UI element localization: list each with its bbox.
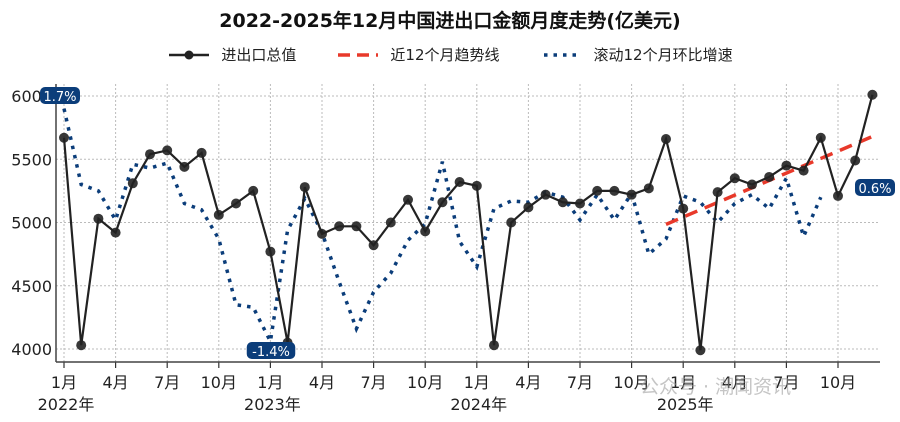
data-point bbox=[729, 173, 740, 184]
legend-label: 进出口总值 bbox=[221, 46, 297, 64]
data-point bbox=[815, 132, 826, 143]
data-point bbox=[540, 189, 551, 200]
x-tick-label: 1月 bbox=[51, 373, 77, 392]
data-point bbox=[420, 226, 431, 237]
data-point bbox=[110, 227, 121, 238]
data-point bbox=[213, 209, 224, 220]
annotation-badge bbox=[855, 179, 895, 196]
data-point bbox=[626, 189, 637, 200]
data-point bbox=[127, 178, 138, 189]
data-point bbox=[678, 203, 689, 214]
data-point bbox=[59, 132, 69, 143]
annotation-text: -1.4% bbox=[252, 345, 290, 360]
x-year-label: 2024年 bbox=[450, 395, 507, 414]
legend-label: 近12个月趋势线 bbox=[390, 46, 500, 64]
data-point bbox=[93, 213, 104, 224]
x-tick-label: 1月 bbox=[464, 373, 490, 392]
data-point bbox=[368, 240, 379, 251]
data-point bbox=[850, 155, 861, 166]
data-point bbox=[179, 161, 190, 172]
data-point bbox=[643, 183, 654, 194]
x-tick-label: 7月 bbox=[154, 373, 180, 392]
data-point bbox=[867, 89, 878, 100]
legend-label: 滚动12个月环比增速 bbox=[593, 46, 733, 64]
x-year-label: 2025年 bbox=[657, 395, 714, 414]
data-point bbox=[334, 221, 345, 232]
data-point bbox=[592, 185, 603, 196]
data-point bbox=[248, 185, 259, 196]
chart-title: 2022-2025年12月中国进出口金额月度走势(亿美元) bbox=[219, 10, 681, 32]
x-tick-label: 7月 bbox=[773, 373, 799, 392]
data-point bbox=[695, 345, 706, 356]
data-point bbox=[489, 340, 499, 351]
data-point bbox=[747, 179, 757, 190]
x-tick-label: 10月 bbox=[407, 373, 443, 392]
data-point bbox=[317, 228, 327, 239]
data-point bbox=[231, 198, 241, 209]
x-tick-label: 4月 bbox=[309, 373, 335, 392]
legend-item-total: 进出口总值 bbox=[167, 44, 296, 65]
data-point bbox=[764, 171, 775, 182]
data-point bbox=[557, 197, 568, 208]
annotation-text: 0.6% bbox=[858, 182, 891, 197]
x-year-label: 2022年 bbox=[38, 395, 95, 414]
data-point bbox=[76, 340, 87, 351]
chart-legend: 进出口总值 近12个月趋势线 滚动12个月环比增速 bbox=[0, 44, 900, 65]
line-marker-icon bbox=[169, 50, 210, 59]
dotted-line-icon bbox=[543, 52, 582, 57]
data-point bbox=[196, 147, 207, 158]
data-point bbox=[471, 180, 482, 191]
data-point bbox=[351, 221, 362, 232]
data-point bbox=[506, 217, 517, 228]
data-point bbox=[299, 182, 310, 193]
data-point bbox=[609, 185, 620, 196]
data-point bbox=[162, 145, 173, 156]
dashed-line-icon bbox=[338, 52, 379, 57]
x-tick-label: 4月 bbox=[722, 373, 748, 392]
data-point bbox=[833, 190, 843, 201]
x-tick-label: 1月 bbox=[257, 373, 283, 392]
watermark: 公众号 · 潮闻资讯 bbox=[640, 376, 792, 398]
x-tick-label: 1月 bbox=[670, 373, 696, 392]
x-tick-label: 10月 bbox=[201, 373, 237, 392]
x-tick-label: 10月 bbox=[820, 373, 856, 392]
x-tick-label: 4月 bbox=[515, 373, 541, 392]
x-tick-label: 7月 bbox=[567, 373, 593, 392]
data-point bbox=[385, 217, 396, 228]
y-tick-label: 4000 bbox=[11, 340, 52, 359]
annotation-badge bbox=[40, 87, 80, 104]
annotation-text: 1.7% bbox=[43, 90, 76, 105]
annotation-badge bbox=[246, 342, 296, 359]
data-point bbox=[437, 197, 448, 208]
data-point bbox=[145, 149, 155, 160]
x-tick-label: 4月 bbox=[103, 373, 129, 392]
y-tick-label: 4500 bbox=[11, 277, 52, 296]
data-point bbox=[781, 160, 792, 171]
data-point bbox=[661, 134, 671, 145]
data-point bbox=[712, 187, 723, 198]
data-point bbox=[454, 177, 465, 188]
y-tick-label: 5500 bbox=[11, 150, 52, 169]
rolling-growth-line bbox=[62, 108, 823, 348]
legend-item-rolling: 滚动12个月环比增速 bbox=[540, 44, 733, 65]
data-point bbox=[575, 198, 585, 209]
data-point bbox=[798, 165, 809, 176]
data-point bbox=[265, 246, 276, 257]
data-point bbox=[403, 194, 413, 205]
data-point bbox=[523, 202, 534, 213]
y-tick-label: 5000 bbox=[11, 214, 52, 233]
legend-item-trend: 近12个月趋势线 bbox=[336, 44, 500, 65]
x-tick-label: 10月 bbox=[613, 373, 649, 392]
x-year-label: 2023年 bbox=[244, 395, 301, 414]
x-tick-label: 7月 bbox=[361, 373, 387, 392]
